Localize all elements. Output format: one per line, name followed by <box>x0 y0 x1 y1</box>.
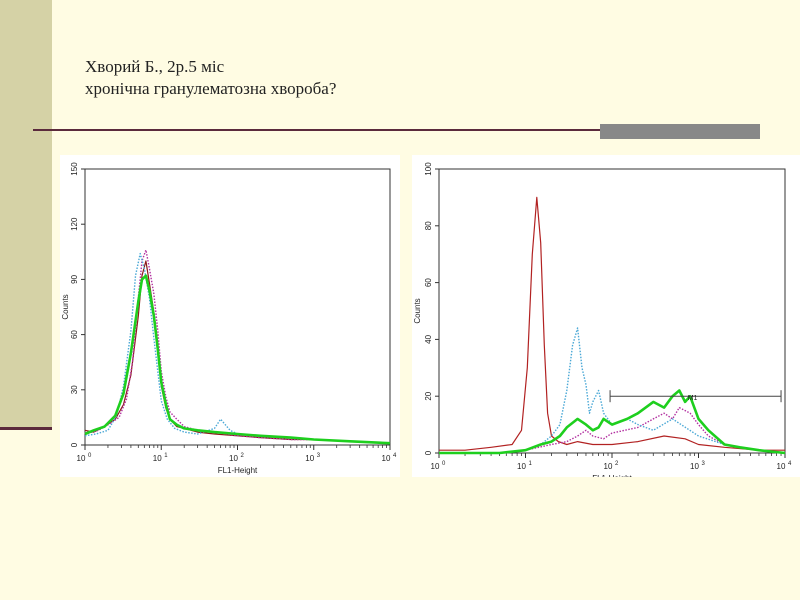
y-tick-label: 0 <box>424 450 433 455</box>
series-line-3 <box>84 252 391 444</box>
x-tick-exponent: 2 <box>241 453 245 459</box>
sidebar-decoration <box>0 0 52 427</box>
y-tick-label: 60 <box>424 278 433 287</box>
series-line-2 <box>439 406 786 454</box>
divider-accent-bar <box>600 124 760 139</box>
series-line-4 <box>439 389 786 455</box>
y-tick-label: 0 <box>70 442 79 447</box>
histogram-chart-right: 020406080100100101102103104FL1-HeightCou… <box>413 162 792 483</box>
x-tick-label: 10 <box>431 462 440 471</box>
x-tick-exponent: 2 <box>615 461 619 467</box>
x-tick-label: 10 <box>229 454 238 463</box>
y-axis-label: Counts <box>61 294 70 319</box>
y-tick-label: 80 <box>424 221 433 230</box>
series-line-1 <box>439 196 785 451</box>
x-tick-exponent: 4 <box>788 461 792 467</box>
x-tick-exponent: 1 <box>164 453 168 459</box>
y-tick-label: 40 <box>424 334 433 343</box>
slide-title-line-1: Хворий Б., 2р.5 міс <box>85 57 225 76</box>
x-tick-label: 10 <box>604 462 613 471</box>
x-tick-label: 10 <box>77 454 86 463</box>
x-tick-label: 10 <box>305 454 314 463</box>
x-tick-exponent: 3 <box>317 453 321 459</box>
x-tick-label: 10 <box>153 454 162 463</box>
y-axis-label: Counts <box>413 298 422 323</box>
histogram-panel-left: 0 30 60 90 120 150 10 0 10 1 10 2 10 3 10 4 FL1-Height Co… <box>60 155 400 477</box>
x-axis-label: FL1-Height <box>218 466 258 475</box>
y-tick-label: 150 <box>70 162 79 176</box>
plot-frame <box>438 168 786 454</box>
y-tick-label: 20 <box>424 391 433 400</box>
y-tick-label: 60 <box>70 330 79 339</box>
x-tick-exponent: 0 <box>442 461 446 467</box>
title-divider <box>33 129 759 131</box>
y-tick-label: 120 <box>70 217 79 231</box>
x-tick-exponent: 1 <box>529 461 533 467</box>
histogram-panel-right: 020406080100100101102103104FL1-HeightCou… <box>412 155 800 483</box>
x-tick-label: 10 <box>517 462 526 471</box>
x-tick-exponent: 4 <box>393 453 397 459</box>
y-tick-label: 30 <box>70 385 79 394</box>
marker-gate-label: M1 <box>688 395 698 402</box>
x-axis-label: FL1-Height <box>592 474 632 477</box>
slide-title-line-2: хронічна гранулематозна хвороба? <box>85 79 337 98</box>
plot-frame <box>84 168 391 446</box>
series-line-4 <box>84 274 391 445</box>
sidebar-bottom-line <box>0 427 52 430</box>
x-tick-exponent: 3 <box>702 461 706 467</box>
series-line-3 <box>439 327 786 454</box>
x-tick-label: 10 <box>382 454 391 463</box>
y-tick-label: 90 <box>70 274 79 283</box>
x-tick-label: 10 <box>690 462 699 471</box>
x-tick-exponent: 0 <box>88 453 92 459</box>
y-tick-label: 100 <box>424 162 433 176</box>
x-tick-label: 10 <box>777 462 786 471</box>
